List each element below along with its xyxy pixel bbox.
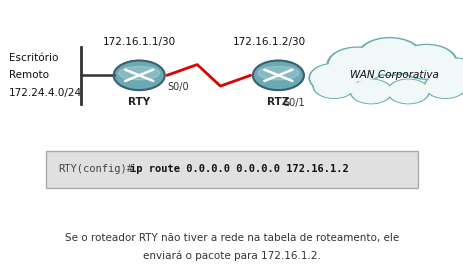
Text: 172.16.1.1/30: 172.16.1.1/30	[102, 37, 175, 47]
Circle shape	[425, 75, 463, 97]
Circle shape	[398, 46, 454, 78]
Circle shape	[359, 39, 419, 74]
Circle shape	[308, 63, 358, 93]
Text: S0/1: S0/1	[282, 98, 304, 108]
Circle shape	[357, 38, 421, 75]
Text: 172.16.1.2/30: 172.16.1.2/30	[232, 37, 305, 47]
Circle shape	[326, 47, 387, 82]
Ellipse shape	[119, 66, 159, 80]
Circle shape	[252, 61, 303, 90]
Circle shape	[313, 74, 354, 98]
Circle shape	[387, 79, 428, 104]
Circle shape	[431, 59, 463, 86]
Circle shape	[396, 44, 456, 79]
Circle shape	[388, 80, 427, 103]
Circle shape	[113, 61, 164, 90]
Circle shape	[329, 48, 384, 81]
Circle shape	[429, 58, 463, 87]
Text: S0/0: S0/0	[167, 82, 188, 92]
Text: RTZ: RTZ	[267, 97, 289, 107]
Circle shape	[350, 79, 391, 104]
Text: 172.24.4.0/24: 172.24.4.0/24	[9, 88, 82, 98]
Circle shape	[310, 65, 357, 91]
Circle shape	[424, 74, 463, 98]
Circle shape	[314, 75, 353, 97]
Text: Se o roteador RTY não tiver a rede na tabela de roteamento, ele: Se o roteador RTY não tiver a rede na ta…	[65, 233, 398, 243]
Text: WAN Corporativa: WAN Corporativa	[349, 70, 438, 80]
Text: Escritório: Escritório	[9, 53, 58, 63]
Text: enviará o pacote para 172.16.1.2.: enviará o pacote para 172.16.1.2.	[143, 251, 320, 261]
Circle shape	[351, 80, 390, 103]
Text: RTY(config)#: RTY(config)#	[58, 164, 133, 175]
FancyBboxPatch shape	[46, 151, 417, 188]
Text: Remoto: Remoto	[9, 70, 49, 80]
Text: ip route 0.0.0.0 0.0.0.0 172.16.1.2: ip route 0.0.0.0 0.0.0.0 172.16.1.2	[130, 164, 348, 175]
Text: RTY: RTY	[128, 97, 150, 107]
Ellipse shape	[257, 66, 298, 80]
